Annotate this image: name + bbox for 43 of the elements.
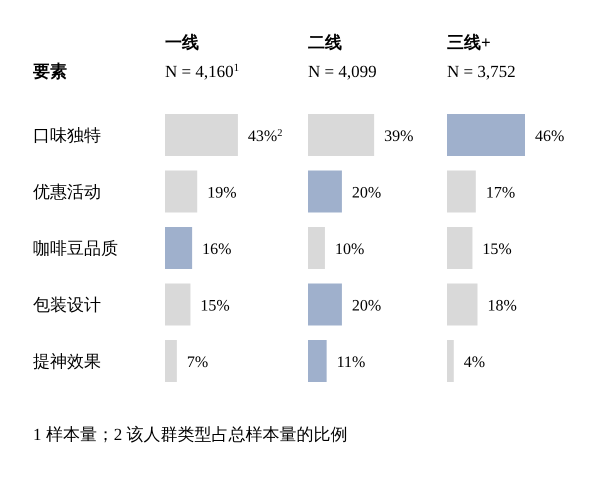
bar (165, 114, 238, 156)
bar (447, 340, 454, 382)
data-label: 43%$^{2}$ (248, 128, 282, 145)
y-tick-label: 优惠活动 (33, 182, 101, 202)
data-label: 20% (352, 298, 382, 314)
chart-subtitle: N = 3,752 (447, 62, 516, 81)
bar (447, 170, 476, 212)
chart-subtitle: N = 4,160$^{1}$ (165, 62, 240, 81)
data-label: 46% (535, 128, 564, 145)
text: 1 样本量；2 该人群类型占总样本量的比例 (33, 425, 348, 444)
data-label: 17% (486, 184, 516, 202)
chart-title: 二线 (308, 33, 342, 52)
data-label: 18% (488, 298, 517, 314)
y-tick-label: 提神效果 (33, 352, 101, 371)
data-label: 10% (334, 241, 364, 258)
y-tick-label: 包装设计 (33, 296, 101, 314)
data-label: 19% (207, 184, 237, 202)
bar (165, 284, 190, 326)
bar (308, 170, 342, 212)
data-label: 15% (200, 298, 230, 314)
y-tick-label: 口味独特 (33, 126, 101, 145)
data-label: 4% (464, 354, 486, 371)
bar (308, 340, 327, 382)
bar (165, 340, 177, 382)
data-label: 16% (202, 241, 232, 258)
bar (447, 284, 478, 326)
bar (447, 114, 525, 156)
data-label: 7% (186, 354, 208, 371)
bar (447, 227, 472, 269)
y-tick-label: 咖啡豆品质 (33, 239, 118, 258)
y-axis-title: 要素 (32, 62, 67, 81)
data-label: 11% (336, 354, 366, 371)
bar (165, 227, 192, 269)
chart-title: 一线 (165, 33, 199, 52)
data-label: 15% (482, 241, 512, 258)
bar (165, 170, 198, 212)
chart-title: 三线+ (447, 33, 491, 52)
chart-subtitle: N = 4,099 (308, 62, 377, 81)
bar (308, 227, 325, 269)
bar (308, 114, 374, 156)
data-label: 20% (352, 184, 382, 202)
data-label: 39% (384, 128, 414, 145)
bar (308, 284, 342, 326)
